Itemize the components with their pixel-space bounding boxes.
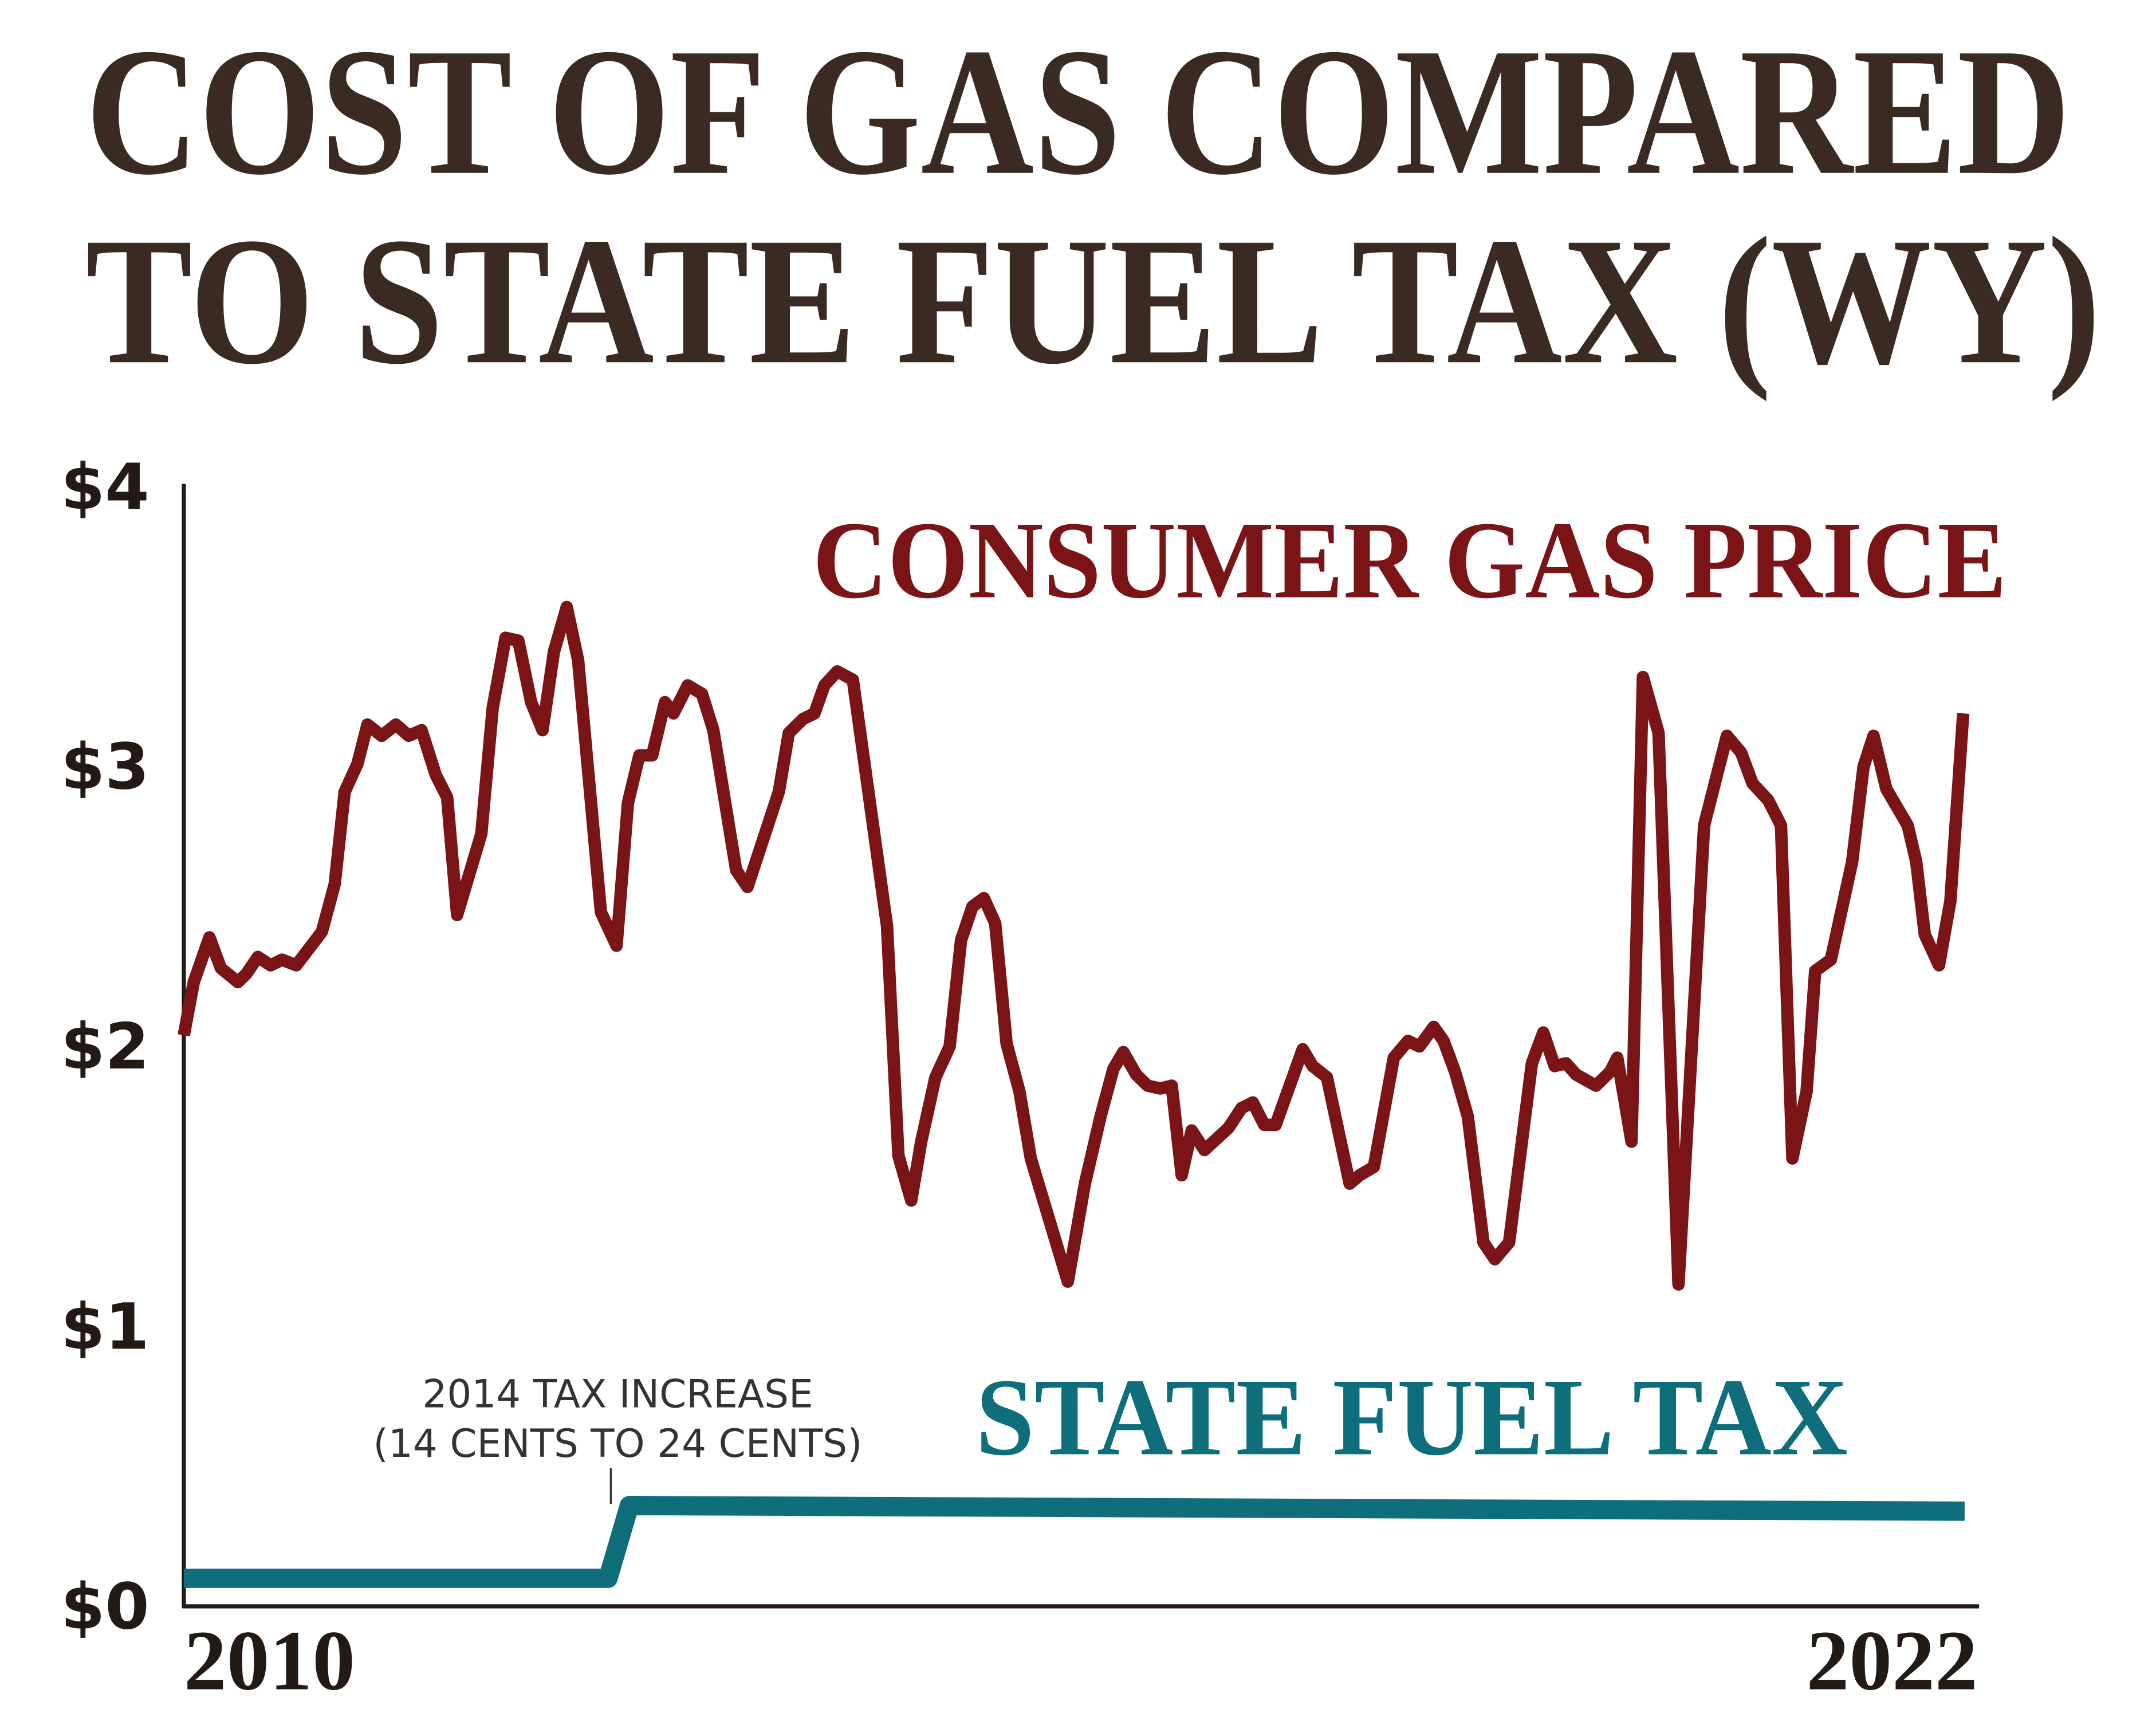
y-tick-label: $1 xyxy=(61,1290,149,1364)
series-line xyxy=(183,1496,1965,1588)
x-tick-label: 2022 xyxy=(1807,1614,1978,1708)
annotation: 2014 TAX INCREASE xyxy=(422,1371,813,1416)
series-label: STATE FUEL TAX xyxy=(975,1355,1847,1478)
series-label: CONSUMER GAS PRICE xyxy=(813,498,2007,621)
y-tick-label: $3 xyxy=(61,730,149,804)
chart-title: COST OF GAS COMPARED xyxy=(86,10,2071,213)
x-tick-label: 2010 xyxy=(184,1614,355,1708)
series-line xyxy=(178,600,1970,1291)
y-tick-label: $4 xyxy=(61,450,149,524)
y-tick-label: $0 xyxy=(61,1570,149,1644)
chart-title: TO STATE FUEL TAX (WY) xyxy=(86,199,2101,402)
annotation: (14 CENTS TO 24 CENTS) xyxy=(373,1421,863,1466)
y-tick-label: $2 xyxy=(61,1010,149,1084)
